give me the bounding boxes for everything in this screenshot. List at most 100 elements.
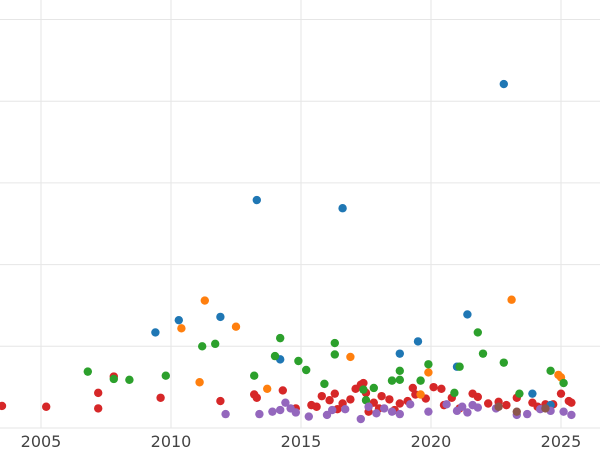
data-point (458, 402, 467, 411)
data-point (330, 389, 339, 398)
data-point (515, 389, 524, 398)
data-point (359, 385, 368, 394)
data-point (523, 409, 532, 419)
data-point (528, 389, 537, 398)
data-point (541, 404, 550, 413)
data-point (278, 386, 287, 395)
data-point (161, 371, 170, 380)
data-point (473, 403, 482, 412)
data-point (312, 402, 321, 411)
data-point (125, 375, 134, 384)
data-point (270, 351, 280, 361)
data-point (359, 378, 368, 388)
data-point (291, 408, 300, 417)
data-point (395, 399, 404, 408)
data-point (42, 402, 51, 411)
data-point (302, 365, 311, 375)
data-point (395, 409, 404, 419)
data-point (512, 407, 521, 416)
data-point (567, 410, 576, 420)
data-point (502, 400, 511, 410)
x-tick-label: 2020 (411, 432, 452, 450)
data-point (156, 393, 165, 402)
data-point (559, 378, 568, 388)
data-point (346, 395, 355, 404)
data-point (216, 396, 225, 406)
data-point (473, 328, 482, 337)
data-point (484, 399, 493, 408)
data-point (424, 360, 433, 369)
x-axis-tick-labels: 2005 2010 2015 2020 2025 (21, 432, 582, 450)
data-point (395, 349, 404, 358)
data-point (559, 407, 568, 416)
data-point (94, 404, 103, 413)
data-point (369, 383, 378, 393)
data-point (429, 382, 438, 392)
data-point (372, 409, 381, 418)
data-point (328, 405, 337, 415)
data-point (83, 367, 93, 376)
data-point (546, 366, 555, 376)
data-point (0, 401, 7, 411)
data-point (408, 383, 417, 393)
data-point (424, 368, 433, 377)
data-point (255, 409, 264, 419)
data-point (507, 295, 516, 304)
data-point (200, 296, 209, 305)
data-point (109, 374, 119, 384)
x-tick-label: 2025 (541, 432, 582, 450)
x-tick-label: 2005 (21, 432, 62, 450)
data-point (151, 328, 160, 337)
data-point (455, 362, 464, 371)
data-point (317, 391, 326, 401)
data-point (177, 324, 186, 333)
data-point (361, 396, 371, 405)
data-point (413, 337, 423, 346)
data-point (556, 389, 566, 398)
data-point (356, 414, 365, 424)
data-point (494, 402, 503, 411)
data-point (395, 375, 404, 384)
gridlines (0, 0, 600, 429)
x-tick-label: 2010 (151, 432, 192, 450)
data-point (387, 376, 397, 385)
data-point (406, 400, 415, 409)
data-point (304, 412, 313, 421)
data-point (330, 338, 339, 348)
data-point (211, 339, 220, 349)
data-point (276, 405, 285, 415)
data-point (473, 392, 482, 402)
data-point (437, 384, 446, 393)
data-point (281, 398, 290, 407)
data-point (442, 400, 451, 409)
data-point (252, 195, 261, 205)
data-point (499, 79, 508, 89)
data-point (377, 391, 386, 401)
data-point (567, 398, 576, 407)
data-point (221, 409, 230, 419)
data-point (424, 407, 433, 416)
data-point (263, 384, 272, 393)
data-point (499, 358, 508, 367)
data-point (250, 371, 259, 380)
data-point (478, 349, 488, 358)
data-point (380, 404, 389, 413)
data-point (325, 396, 334, 405)
data-point (463, 408, 472, 417)
data-point (416, 390, 425, 399)
data-point (364, 402, 373, 411)
data-point (385, 395, 394, 404)
data-point (195, 378, 204, 387)
data-point (198, 342, 207, 351)
data-point (94, 388, 103, 398)
x-tick-label: 2015 (281, 432, 322, 450)
data-point (174, 315, 183, 325)
data-point (416, 376, 425, 385)
data-point (216, 312, 225, 322)
data-point (341, 405, 350, 414)
data-point (330, 350, 339, 359)
data-point (338, 204, 347, 213)
data-point (252, 393, 261, 402)
data-point (268, 407, 277, 416)
